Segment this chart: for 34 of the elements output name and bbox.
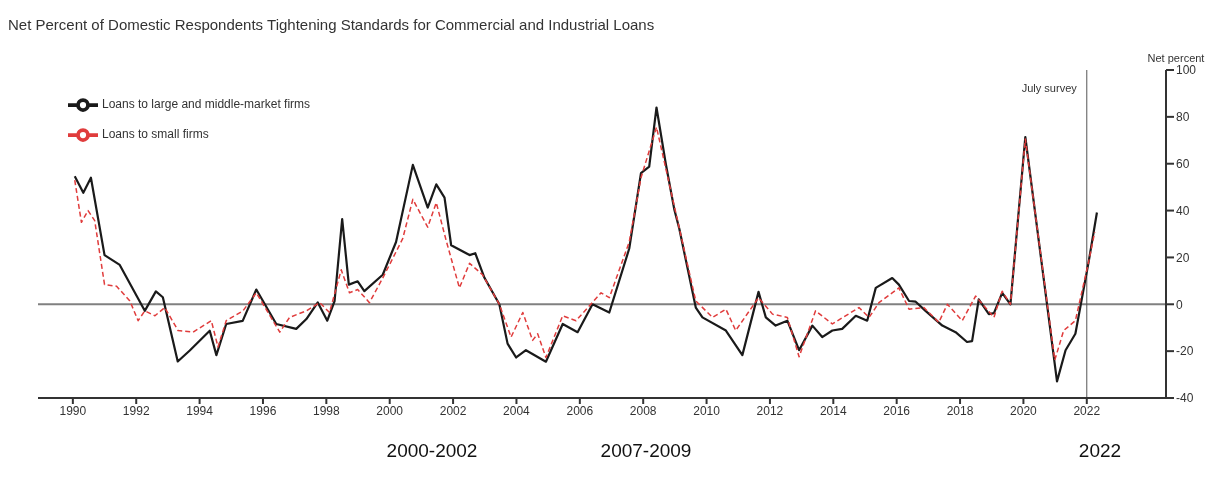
x-tick-label: 1992 bbox=[122, 403, 150, 418]
ref-line-label: July survey bbox=[1021, 81, 1078, 94]
x-tick-label: 2006 bbox=[566, 403, 594, 418]
x-tick-label: 2014 bbox=[819, 403, 847, 418]
x-tick-label: 2002 bbox=[439, 403, 467, 418]
text: 2000-2002 bbox=[385, 440, 479, 462]
x-tick-label: 2016 bbox=[883, 403, 911, 418]
y-tick-label: 40 bbox=[1176, 203, 1190, 218]
y-tick-label: -40 bbox=[1176, 391, 1194, 406]
legend-label: Loans to small firms bbox=[102, 127, 209, 142]
line-series bbox=[74, 126, 1096, 361]
y-tick-label: -20 bbox=[1176, 344, 1194, 359]
y-tick-label: 100 bbox=[1176, 63, 1197, 78]
text: 2022 bbox=[1077, 440, 1123, 462]
legend-label: Loans to large and middle-market firms bbox=[102, 97, 311, 112]
x-tick-label: 1990 bbox=[59, 403, 87, 418]
x-tick-label: 2000 bbox=[376, 403, 404, 418]
x-tick-label: 2004 bbox=[503, 403, 531, 418]
x-tick-label: 1994 bbox=[186, 403, 214, 418]
y-tick-label: 60 bbox=[1176, 156, 1190, 171]
y-tick-label: 80 bbox=[1176, 110, 1190, 125]
y-axis-title: Net percent bbox=[1146, 52, 1206, 64]
y-tick-label: 20 bbox=[1176, 250, 1190, 265]
x-tick-label: 2012 bbox=[756, 403, 784, 418]
x-tick-label: 2008 bbox=[629, 403, 657, 418]
x-tick-label: 2020 bbox=[1010, 403, 1038, 418]
chart-title: Net Percent of Domestic Respondents Tightening Standards for Commercial and Industrial Loans bbox=[8, 16, 655, 33]
x-tick-label: 2022 bbox=[1073, 403, 1101, 418]
x-tick-label: 2010 bbox=[693, 403, 721, 418]
x-tick-label: 2018 bbox=[946, 403, 974, 418]
text: 2007-2009 bbox=[599, 440, 693, 462]
y-tick-label: 0 bbox=[1176, 297, 1183, 312]
x-tick-label: 1998 bbox=[312, 403, 341, 418]
x-tick-label: 1996 bbox=[249, 403, 277, 418]
